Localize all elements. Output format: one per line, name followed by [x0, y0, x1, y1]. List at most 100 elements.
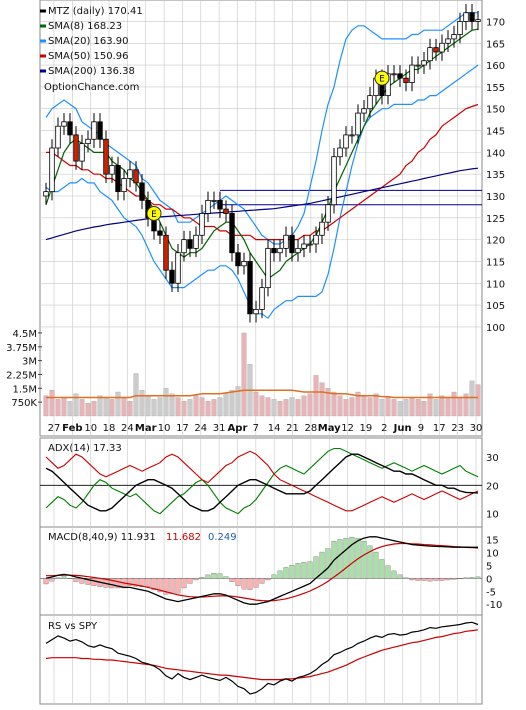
volume-bar — [409, 397, 415, 417]
macd-hist-bar — [361, 541, 367, 579]
macd-hist-bar — [427, 578, 433, 582]
macd-hist-bar — [157, 578, 163, 593]
volume-bar — [277, 401, 283, 417]
candle-body — [451, 34, 457, 40]
macd-hist-bar — [367, 545, 373, 579]
candle-body — [415, 64, 421, 67]
price-tick-label: 165 — [486, 39, 505, 50]
candle-body — [91, 121, 97, 140]
volume-bar — [43, 395, 49, 417]
volume-bar — [427, 393, 433, 417]
volume-bar — [67, 401, 73, 417]
volume-bar — [151, 399, 157, 417]
macd-hist-bar — [181, 578, 187, 589]
x-tick-label: 19 — [360, 423, 373, 434]
volume-bar — [433, 399, 439, 417]
candle-body — [355, 112, 361, 136]
volume-bar — [475, 384, 481, 417]
volume-bar — [217, 397, 223, 417]
volume-bar — [415, 399, 421, 417]
volume-bar — [61, 397, 67, 417]
sma200-line — [45, 167, 479, 241]
candle-body — [361, 108, 367, 114]
volume-bar — [439, 395, 445, 417]
macd-hist-bar — [109, 578, 115, 589]
candle-body — [187, 239, 193, 249]
price-tick-label: 105 — [486, 301, 505, 312]
volume-bar — [391, 399, 397, 417]
macd-line — [45, 536, 478, 605]
x-tick-label: 7 — [253, 423, 259, 434]
volume-bar — [103, 397, 109, 417]
candle-body — [181, 239, 187, 254]
volume-bar — [403, 399, 409, 417]
candle-body — [469, 12, 475, 22]
macd-hist-bar — [91, 578, 97, 586]
candle-body — [331, 156, 337, 206]
macd-hist-bar — [475, 576, 481, 579]
earnings-marker-label: E — [379, 75, 385, 85]
macd-hist-bar — [127, 578, 133, 586]
volume-bar — [163, 388, 169, 417]
candle-body — [139, 182, 145, 201]
macd-hist-bar — [319, 551, 325, 579]
price-tick-label: 110 — [486, 279, 505, 290]
x-tick-label: 30 — [470, 423, 483, 434]
macd-hist-bar — [229, 578, 235, 582]
adx-tick-label: 10 — [486, 510, 499, 521]
candle-body — [85, 138, 91, 145]
macd-hist-bar — [337, 539, 343, 579]
macd-hist-bar — [457, 578, 463, 580]
volume-bar — [469, 380, 475, 417]
candle-body — [325, 204, 331, 223]
candle-body — [403, 77, 409, 83]
macd-hist-bar — [349, 537, 355, 579]
x-tick-label: 17 — [176, 423, 189, 434]
x-tick-label: 24 — [194, 423, 207, 434]
adx-line — [45, 453, 479, 512]
macd-hist-bar — [247, 578, 253, 590]
volume-bar — [85, 402, 91, 417]
macd-hist-bar — [403, 577, 409, 579]
candle-body — [277, 247, 283, 254]
candle-body — [289, 234, 295, 254]
candle-body — [229, 213, 235, 254]
x-tick-label: 12 — [341, 423, 354, 434]
macd-hist-bar — [283, 567, 289, 579]
legend-sma50: SMA(50) 150.96 — [48, 51, 129, 62]
candle-body — [109, 165, 115, 175]
volume-bar — [313, 375, 319, 417]
macd-hist-bar — [223, 576, 229, 579]
macd-hist-bar — [301, 562, 307, 579]
volume-bar — [367, 397, 373, 417]
x-tick-label: 31 — [213, 423, 226, 434]
macd-hist-bar — [151, 578, 157, 590]
macd-hist-bar — [193, 578, 199, 581]
volume-bar — [181, 401, 187, 417]
volume-bar — [385, 397, 391, 417]
price-tick-label: 160 — [486, 61, 505, 72]
candle-body — [43, 191, 49, 197]
volume-bar — [97, 395, 103, 417]
grid-lines — [39, 0, 483, 705]
macd-hist-bar — [421, 578, 427, 581]
candle-body — [61, 121, 67, 127]
macd-hist-bar — [409, 578, 415, 581]
macd-hist-bar — [145, 578, 151, 587]
macd-hist-bar — [73, 578, 79, 582]
volume-bar — [205, 401, 211, 417]
legend-sma8: SMA(8) 168.23 — [48, 21, 122, 32]
macd-tick-label: 15 — [486, 535, 499, 546]
macd-hist-bar — [55, 577, 61, 579]
candle-body — [319, 221, 325, 236]
volume-bar — [451, 391, 457, 417]
volume-bar — [325, 388, 331, 417]
candlesticks: EE — [43, 4, 481, 323]
adx-tick-label: 20 — [486, 481, 499, 492]
macd-hist-bar — [391, 570, 397, 579]
volume-bar — [199, 397, 205, 417]
macd-hist-bar — [253, 578, 259, 588]
price-tick-label: 135 — [486, 170, 505, 181]
